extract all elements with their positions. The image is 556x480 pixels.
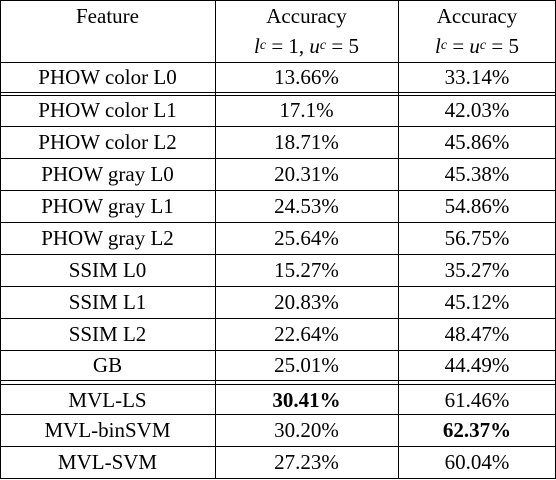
feature-cell: PHOW gray L1 (41, 193, 174, 218)
rule (0, 190, 556, 192)
accuracy-cell: 20.83% (274, 289, 339, 314)
math-var: u (309, 33, 320, 58)
math-var: u (469, 33, 480, 58)
accuracy-cell: 30.20% (274, 417, 339, 442)
accuracy-cell: 15.27% (274, 257, 339, 282)
rule (0, 222, 556, 224)
accuracy-cell: 20.31% (274, 161, 339, 186)
accuracy-cell: 45.12% (444, 289, 510, 314)
rule (0, 126, 556, 128)
header-cell: Feature (76, 3, 139, 28)
rule (0, 62, 556, 64)
rule (215, 0, 217, 480)
rule (398, 0, 400, 480)
accuracy-cell: 60.04% (444, 449, 510, 474)
accuracy-cell: 61.46% (444, 387, 510, 412)
accuracy-cell: 62.37% (442, 417, 512, 442)
rule (0, 446, 556, 448)
accuracy-cell: 18.71% (274, 129, 339, 154)
rule (0, 158, 556, 160)
math-var: l (435, 33, 441, 58)
feature-cell: PHOW gray L0 (41, 161, 174, 186)
rule (0, 286, 556, 288)
accuracy-cell: 45.38% (444, 161, 510, 186)
feature-cell: PHOW gray L2 (41, 225, 174, 250)
rule (0, 0, 556, 2)
accuracy-cell: 25.64% (274, 225, 339, 250)
feature-cell: PHOW color L0 (38, 64, 177, 89)
accuracy-cell: 25.01% (274, 352, 339, 377)
rule (0, 0, 2, 480)
accuracy-cell: 35.27% (444, 257, 510, 282)
accuracy-cell: 27.23% (274, 449, 339, 474)
header-cell: Accuracy (266, 3, 347, 28)
rule (0, 95, 556, 97)
feature-cell: SSIM L1 (68, 289, 147, 314)
rule (0, 254, 556, 256)
header-cell: Accuracy (436, 3, 518, 28)
accuracy-cell: 24.53% (274, 193, 339, 218)
math-text: = 5 (486, 33, 519, 58)
accuracy-cell: 48.47% (444, 321, 510, 346)
feature-cell: GB (92, 352, 123, 377)
math-var: l (254, 33, 260, 58)
feature-cell: MVL-LS (68, 387, 147, 412)
accuracy-cell: 33.14% (444, 64, 510, 89)
accuracy-cell: 13.66% (274, 64, 339, 89)
rule (0, 414, 556, 416)
rule (0, 350, 556, 352)
accuracy-cell: 44.49% (444, 352, 510, 377)
feature-cell: SSIM L0 (68, 257, 147, 282)
feature-cell: PHOW color L2 (38, 129, 177, 154)
feature-cell: MVL-binSVM (44, 417, 171, 442)
accuracy-cell: 45.86% (444, 129, 510, 154)
accuracy-cell: 54.86% (444, 193, 510, 218)
rule (0, 478, 556, 480)
math-text: = (447, 33, 470, 58)
math-text: = 5 (326, 33, 359, 58)
feature-cell: MVL-SVM (57, 449, 158, 474)
accuracy-cell: 42.03% (444, 98, 510, 122)
rule (0, 380, 556, 382)
feature-cell: PHOW color L1 (38, 98, 177, 122)
accuracy-cell: 30.41% (272, 387, 341, 412)
accuracy-cell: 56.75% (444, 225, 510, 250)
feature-cell: SSIM L2 (68, 321, 147, 346)
rule (0, 318, 556, 320)
rule (0, 92, 556, 94)
rule (554, 0, 556, 480)
accuracy-cell: 22.64% (274, 321, 339, 346)
accuracy-cell: 17.1% (279, 98, 334, 122)
math-text: = 1, (266, 33, 310, 58)
rule (0, 384, 556, 386)
